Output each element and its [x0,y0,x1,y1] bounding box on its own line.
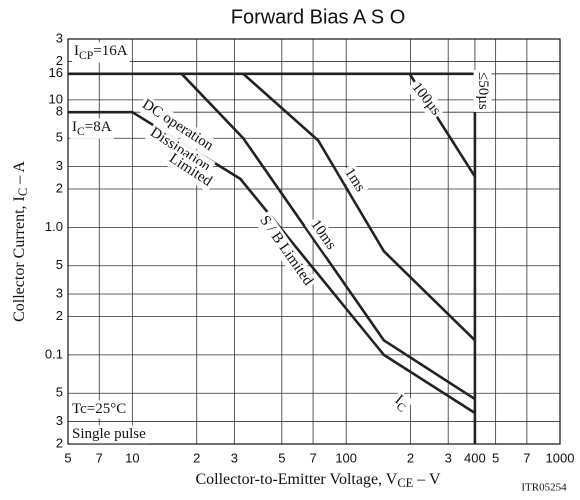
y-tick-label: 2 [56,435,63,450]
x-tick-label: 5 [278,450,285,465]
x-tick-label: 400 [464,450,486,465]
annotation: 1ms [338,163,370,198]
x-tick-label: 7 [523,450,530,465]
annotation-text-main: Tc=25°C [72,401,126,417]
annotation-text-rest: =8A [85,119,112,135]
y-axis-label-main: Collector Current, I [11,196,28,322]
x-axis-label-rest: – V [413,471,441,488]
annotation-bg [136,94,219,157]
y-axis-label-rest: – A [11,161,28,188]
plot-frame [67,38,561,445]
y-tick-label: 3 [56,158,63,173]
soa-curve [242,72,476,342]
x-tick-label: 7 [96,450,103,465]
annotation: 100µs [406,77,446,122]
annotation-bg [70,425,149,444]
y-tick-label: 2 [56,180,63,195]
x-tick-label: 5 [492,450,499,465]
annotation-text: IC [390,392,411,414]
x-tick-label: 10 [125,450,139,465]
annotation-text: IC=8A [72,119,112,137]
annotation: Tc=25°C [70,400,129,419]
annotation-text-main: ≤50µs [475,72,491,110]
y-tick-label: 0.1 [45,346,63,361]
annotation-text: ≤50µs [475,72,491,110]
y-tick-label: 3 [56,413,63,428]
x-tick-label: 3 [445,450,452,465]
annotation-text-rest: =16A [93,43,127,59]
y-tick-label: 10 [49,91,63,106]
annotation: IC [387,390,414,417]
x-axis-label-sub: CE [397,476,413,490]
y-tick-label: 8 [56,104,63,119]
y-tick-label: 3 [56,285,63,300]
annotation-text: Single pulse [72,426,146,442]
annotation-bg [406,77,446,122]
y-axis-label: Collector Current, IC – A [11,161,30,322]
soa-curve [68,72,477,444]
y-tick-label: 3 [56,30,63,45]
x-tick-label: 2 [193,450,200,465]
y-tick-label: 5 [56,385,63,400]
annotation: IC=8A [70,118,114,139]
y-tick-label: 2 [56,308,63,323]
annotation: Single pulse [70,425,149,444]
soa-curve [180,72,476,401]
x-axis-label-main: Collector-to-Emitter Voltage, V [195,471,397,488]
annotation-bg [72,42,130,63]
annotation-text-main: Single pulse [72,426,146,442]
chart-title: Forward Bias A S O [231,6,406,28]
x-tick-label: 100 [335,450,357,465]
annotation-text-main: I [74,43,79,59]
y-axis-label-sub: C [16,188,30,196]
annotation-text-main: I [72,119,77,135]
annotation-text: ICP=16A [74,43,128,61]
y-tick-label: 2 [56,53,63,68]
soa-curve [68,110,476,415]
y-tick-label: 1.0 [45,219,63,234]
x-axis-label: Collector-to-Emitter Voltage, VCE – V [195,471,441,490]
annotation-bg [304,214,341,256]
x-tick-label: 1000 [546,450,575,465]
y-tick-label: 5 [56,130,63,145]
annotation-bg [473,70,492,112]
x-tick-label: 7 [309,450,316,465]
annotation: ICP=16A [72,42,130,63]
x-tick-label: 5 [64,450,71,465]
annotation: ≤50µs [473,70,492,112]
y-tick-label: 5 [56,257,63,272]
x-tick-label: 2 [407,450,414,465]
figure-code: ITR05254 [521,482,567,494]
annotation-text-sub: C [77,125,85,138]
annotation-bg [163,148,218,193]
annotation-bg [387,390,414,417]
annotation-bg [70,118,114,139]
x-tick-label: 3 [231,450,238,465]
annotation-bg [70,400,129,419]
annotation-bg [338,163,370,198]
annotation-bg [253,210,318,292]
annotation-text: Tc=25°C [72,401,126,417]
annotation-text-sub: CP [79,49,94,62]
annotation-bg [144,122,216,178]
y-tick-label: 16 [49,65,63,80]
